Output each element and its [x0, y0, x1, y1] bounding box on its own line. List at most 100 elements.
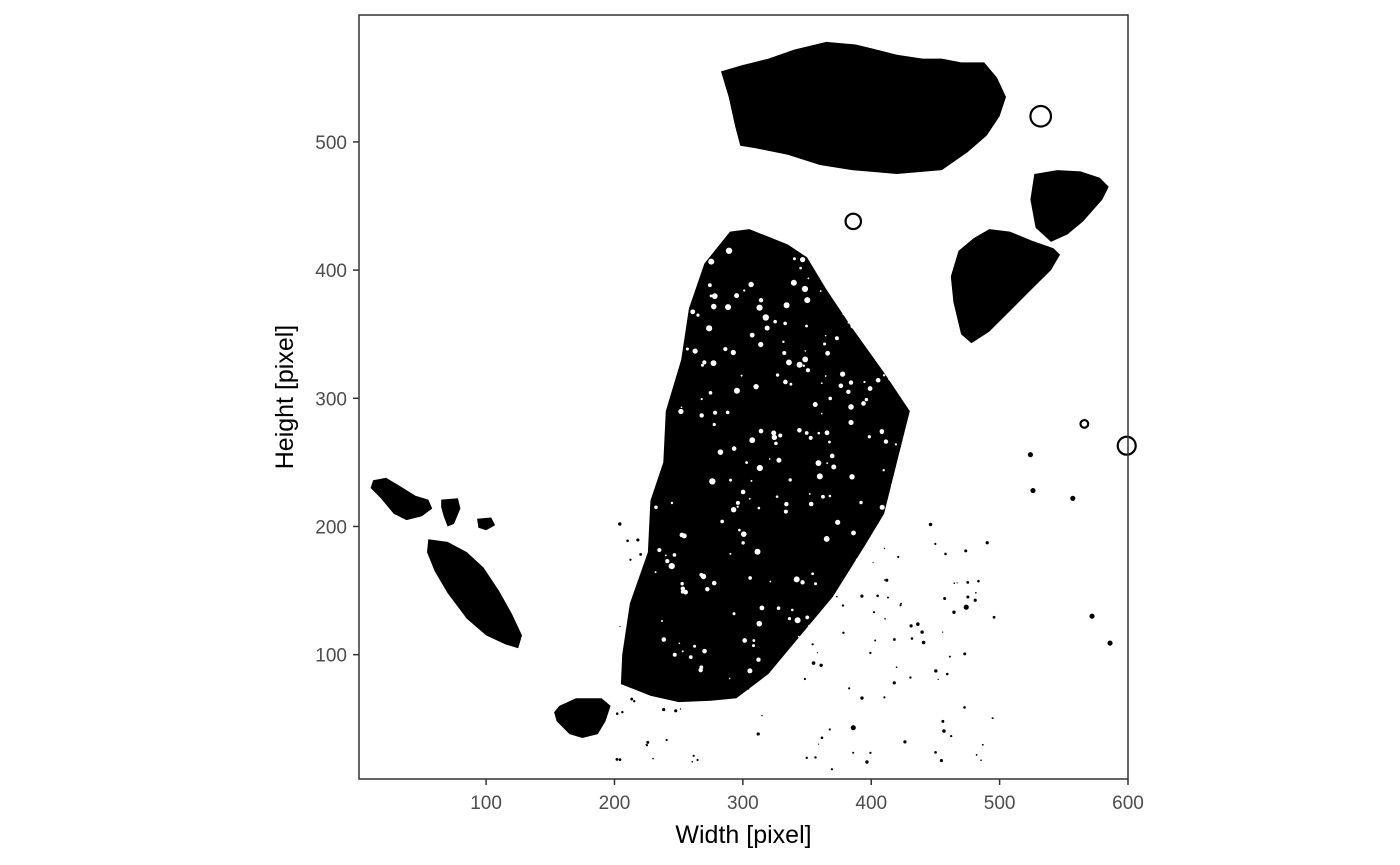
noise-speck: [715, 619, 718, 622]
tissue-hole: [884, 545, 886, 548]
tissue-hole: [748, 576, 752, 580]
noise-speck: [639, 552, 643, 556]
tissue-hole: [865, 289, 872, 296]
noise-speck: [883, 547, 886, 550]
noise-speck: [944, 552, 947, 556]
tissue-hole: [884, 666, 890, 672]
tissue-hole: [800, 580, 805, 585]
tissue-hole: [847, 604, 850, 607]
noise-speck: [615, 712, 619, 715]
tissue-hole: [802, 356, 809, 363]
tissue-hole: [848, 380, 854, 385]
x-tick-label: 400: [855, 793, 887, 814]
noise-speck: [991, 717, 994, 720]
noise-speck: [903, 740, 907, 744]
tissue-hole: [662, 343, 666, 348]
tissue-hole: [847, 321, 850, 324]
tissue-hole: [756, 657, 761, 662]
tissue-hole: [853, 660, 857, 664]
tissue-hole: [708, 258, 715, 265]
tissue-hole: [863, 559, 869, 565]
tissue-hole: [712, 410, 718, 415]
noise-speck: [872, 561, 874, 564]
noise-speck: [941, 719, 945, 723]
tissue-hole: [732, 612, 736, 616]
noise-speck: [886, 596, 889, 599]
tissue-hole: [820, 382, 823, 385]
tissue-hole: [790, 279, 797, 286]
ring-small-right: [1079, 418, 1090, 429]
tissue-hole: [888, 377, 892, 381]
tissue-hole: [808, 624, 810, 627]
noise-speck: [732, 669, 735, 671]
noise-speck: [673, 641, 676, 644]
tissue-hole: [678, 408, 684, 415]
noise-speck: [740, 593, 744, 597]
tissue-hole: [882, 374, 886, 377]
noise-speck: [618, 522, 622, 526]
noise-speck: [822, 526, 826, 530]
noise-speck: [819, 663, 823, 667]
noise-speck: [943, 597, 947, 601]
tissue-hole: [748, 497, 751, 500]
dot-right-1: [1027, 452, 1033, 458]
x-tick-label: 100: [470, 793, 502, 814]
tissue-hole: [821, 494, 825, 499]
noise-speck: [928, 522, 933, 527]
noise-speck: [948, 655, 951, 658]
noise-speck: [661, 666, 664, 669]
tissue-hole: [706, 325, 713, 332]
tissue-hole: [824, 334, 827, 337]
tissue-hole: [751, 644, 755, 648]
dot-bottom-1: [850, 725, 856, 731]
noise-speck: [966, 580, 970, 584]
noise-speck: [627, 661, 629, 664]
noise-speck: [921, 640, 926, 645]
tissue-hole: [692, 348, 698, 354]
tissue-hole: [733, 387, 740, 394]
noise-speck: [674, 709, 678, 713]
tissue-hole: [710, 360, 717, 367]
noise-speck: [934, 669, 938, 673]
y-tick-label: 500: [315, 133, 347, 154]
tissue-hole: [707, 283, 712, 288]
y-tick-label: 300: [315, 389, 347, 410]
tissue-hole: [786, 359, 792, 366]
noise-speck: [691, 760, 694, 763]
noise-speck: [895, 666, 898, 668]
noise-speck: [645, 744, 649, 747]
tissue-hole: [883, 263, 886, 266]
noise-speck: [630, 697, 634, 701]
tissue-hole: [842, 313, 845, 316]
bottom-blob: [554, 698, 611, 738]
tissue-hole: [656, 301, 661, 307]
tissue-hole: [872, 347, 876, 351]
tissue-hole: [819, 290, 822, 292]
tissue-hole: [710, 303, 717, 310]
noise-speck: [621, 710, 624, 714]
noise-speck: [819, 592, 823, 596]
noise-speck: [702, 638, 706, 642]
tissue-hole: [828, 494, 832, 498]
noise-speck: [860, 696, 864, 700]
tissue-hole: [894, 443, 898, 446]
tissue-hole: [725, 304, 732, 311]
noise-speck: [684, 519, 688, 524]
noise-speck: [696, 675, 700, 679]
tissue-hole: [709, 294, 713, 298]
tissue-hole: [740, 374, 743, 377]
tissue-hole: [700, 363, 704, 367]
tissue-hole: [762, 314, 769, 321]
tissue-hole: [661, 620, 664, 623]
noise-speck: [817, 743, 820, 745]
tissue-hole: [812, 634, 816, 637]
noise-speck: [752, 570, 756, 573]
noise-speck: [725, 599, 728, 602]
noise-speck: [973, 598, 977, 602]
top-right-lobe: [1030, 170, 1109, 242]
tissue-hole: [804, 350, 807, 352]
noise-speck: [860, 594, 864, 598]
dot-right-2: [1030, 488, 1036, 494]
tissue-hole: [775, 495, 779, 498]
tissue-hole: [748, 281, 754, 288]
